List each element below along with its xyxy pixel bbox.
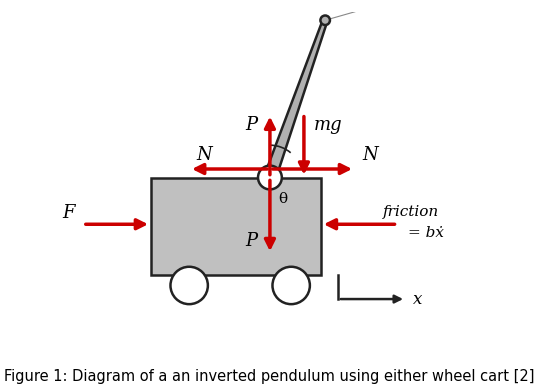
Text: N: N xyxy=(362,145,378,163)
Text: N: N xyxy=(197,145,212,163)
Circle shape xyxy=(258,165,282,189)
Text: mg: mg xyxy=(313,116,342,134)
Ellipse shape xyxy=(273,267,310,304)
Polygon shape xyxy=(264,20,327,180)
Bar xyxy=(151,178,321,275)
Ellipse shape xyxy=(320,16,330,25)
Text: = bẋ: = bẋ xyxy=(407,226,444,240)
Text: F: F xyxy=(62,204,75,222)
Text: friction: friction xyxy=(383,205,439,218)
Text: θ: θ xyxy=(278,192,287,206)
Text: x: x xyxy=(413,290,422,308)
Text: Figure 1: Diagram of a an inverted pendulum using either wheel cart [2]: Figure 1: Diagram of a an inverted pendu… xyxy=(4,369,535,384)
Text: P: P xyxy=(245,232,257,250)
Text: P: P xyxy=(245,116,257,134)
Ellipse shape xyxy=(170,267,208,304)
